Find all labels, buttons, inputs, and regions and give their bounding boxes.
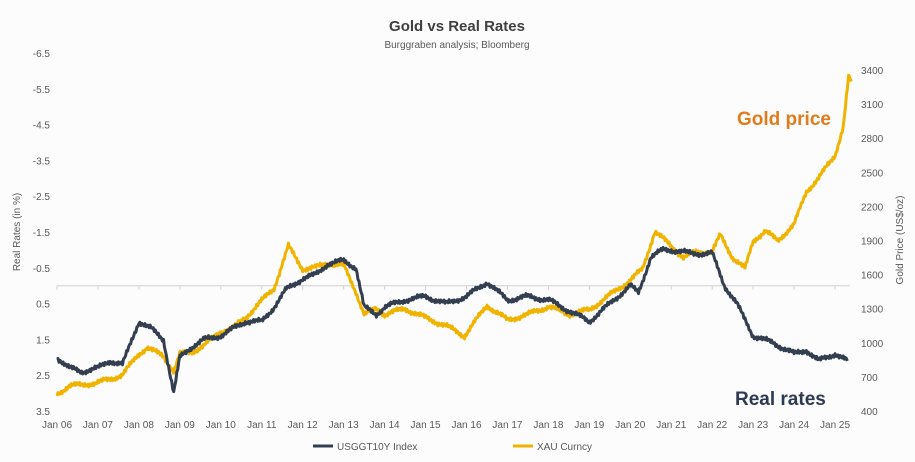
legend: USGGT10Y Index XAU Curncy (313, 442, 592, 453)
left-axis-label: Real Rates (in %) (12, 193, 23, 271)
x-tick-label: Jan 11 (247, 420, 277, 431)
right-tick-label: 3100 (861, 100, 884, 111)
x-tick-label: Jan 09 (165, 420, 195, 431)
left-tick-label: -2.5 (33, 192, 51, 203)
legend-label-gold: XAU Curncy (537, 442, 592, 453)
left-tick-label: -3.5 (33, 156, 51, 167)
x-tick-label: Jan 13 (329, 420, 359, 431)
x-tick-label: Jan 20 (615, 420, 645, 431)
right-tick-label: 400 (861, 407, 878, 418)
left-tick-label: -0.5 (33, 264, 51, 275)
left-tick-label: -5.5 (33, 85, 51, 96)
x-tick-label: Jan 23 (738, 420, 768, 431)
gold-price-line (55, 73, 853, 397)
x-tick-label: Jan 17 (492, 420, 522, 431)
right-tick-label: 2800 (861, 134, 884, 145)
right-tick-label: 1300 (861, 305, 884, 316)
x-tick-label: Jan 14 (370, 420, 400, 431)
x-tick-label: Jan 16 (451, 420, 481, 431)
x-tick-label: Jan 10 (206, 420, 236, 431)
x-tick-label: Jan 19 (574, 420, 604, 431)
real-rates-annotation: Real rates (735, 389, 826, 410)
left-tick-label: 3.5 (36, 407, 50, 418)
x-tick-label: Jan 08 (124, 420, 154, 431)
right-tick-label: 2200 (861, 202, 884, 213)
x-tick-label: Jan 07 (83, 420, 113, 431)
right-tick-label: 2500 (861, 168, 884, 179)
left-tick-label: -1.5 (33, 228, 51, 239)
x-tick-label: Jan 25 (820, 420, 850, 431)
left-tick-label: 1.5 (36, 335, 50, 346)
chart-title: Gold vs Real Rates (389, 18, 525, 35)
x-tick-label: Jan 06 (42, 420, 72, 431)
left-tick-label: 0.5 (36, 300, 50, 311)
right-tick-label: 1600 (861, 271, 884, 282)
right-tick-label: 3400 (861, 66, 884, 77)
right-tick-label: 700 (861, 373, 878, 384)
right-tick-label: 1000 (861, 339, 884, 350)
right-axis-label: Gold Price (US$/oz) (895, 196, 906, 285)
real-rates-line (56, 245, 849, 394)
left-tick-label: -6.5 (33, 49, 51, 60)
x-tick-label: Jan 24 (779, 420, 809, 431)
x-tick-label: Jan 21 (656, 420, 686, 431)
x-tick-label: Jan 22 (697, 420, 727, 431)
left-tick-label: 2.5 (36, 371, 50, 382)
x-tick-label: Jan 15 (411, 420, 441, 431)
chart-subtitle: Burggraben analysis; Bloomberg (384, 40, 529, 51)
legend-label-real-rates: USGGT10Y Index (337, 442, 417, 453)
x-tick-label: Jan 12 (288, 420, 318, 431)
right-tick-label: 1900 (861, 237, 884, 248)
left-tick-label: -4.5 (33, 121, 51, 132)
x-tick-label: Jan 18 (533, 420, 563, 431)
gold-price-annotation: Gold price (737, 109, 831, 130)
